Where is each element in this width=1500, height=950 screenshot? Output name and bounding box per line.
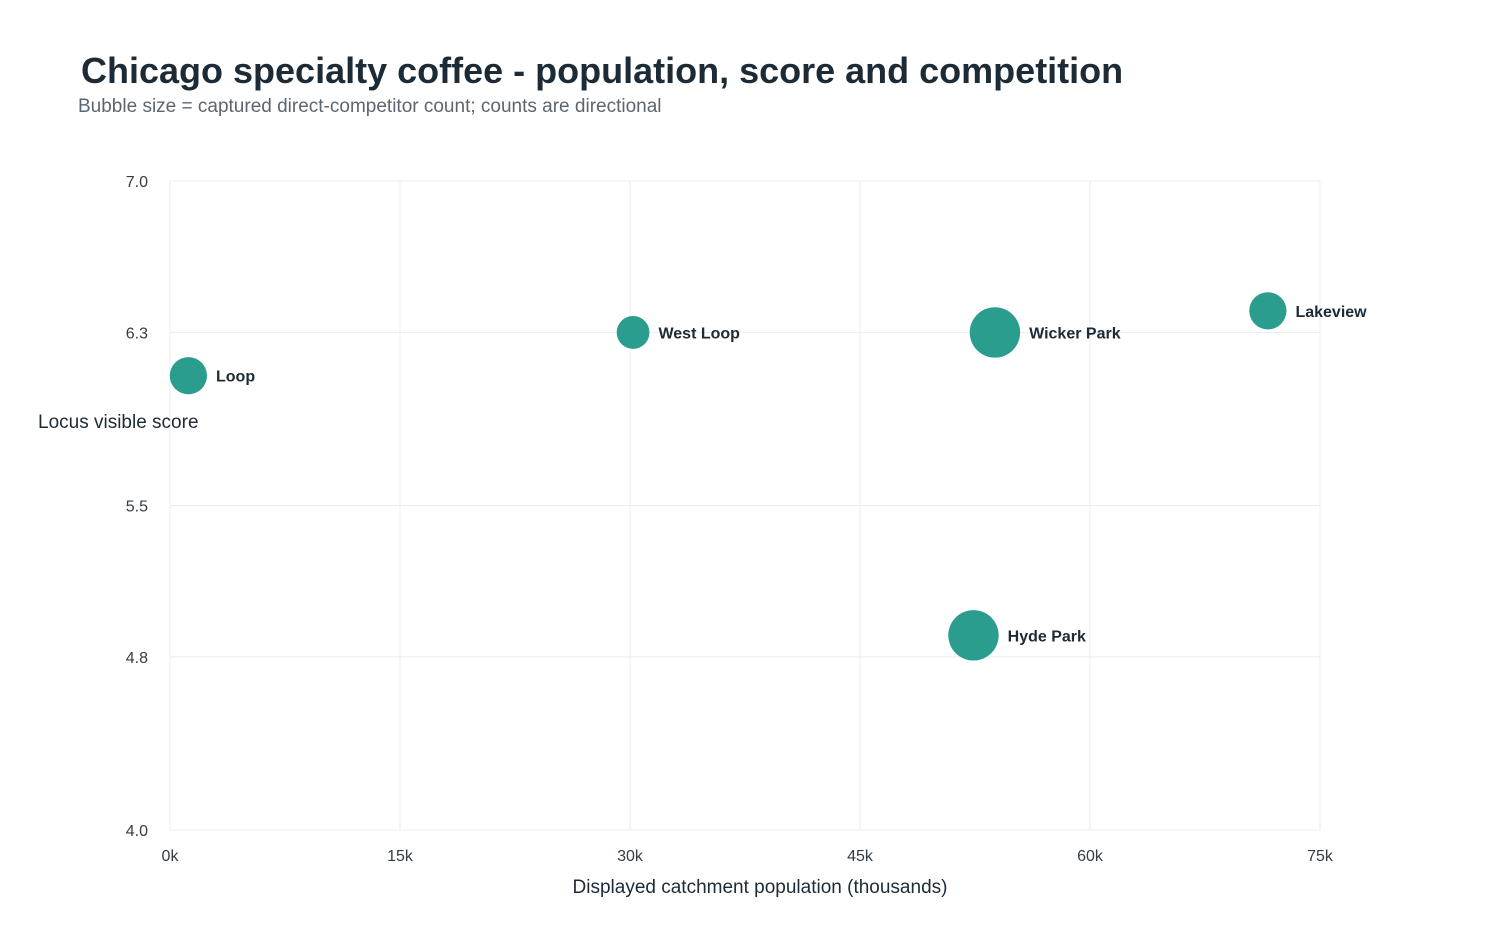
x-tick-label: 30k <box>617 848 644 865</box>
y-tick-label: 6.3 <box>126 325 148 342</box>
tick-labels: 0k 15k 30k 45k 60k 75k 4.0 4.8 5.5 6.3 7.0 <box>126 174 1334 865</box>
x-axis-label: Displayed catchment population (thousand… <box>573 877 948 898</box>
point-label: West Loop <box>658 325 740 342</box>
bubble-point <box>1249 292 1287 330</box>
x-tick-label: 0k <box>162 848 180 865</box>
y-tick-label: 5.5 <box>126 499 148 516</box>
grid <box>169 180 1321 831</box>
y-axis-label: Locus visible score <box>38 412 199 433</box>
point-label: Wicker Park <box>1029 325 1121 342</box>
chart-title: Chicago specialty coffee - population, s… <box>81 50 1124 91</box>
y-tick-label: 7.0 <box>126 174 148 191</box>
x-tick-label: 45k <box>847 848 874 865</box>
x-tick-label: 60k <box>1077 848 1104 865</box>
point-label: Loop <box>216 369 255 386</box>
y-tick-label: 4.8 <box>126 650 148 667</box>
x-tick-label: 15k <box>387 848 414 865</box>
point-label: Hyde Park <box>1008 628 1086 645</box>
point-label: Lakeview <box>1295 304 1367 321</box>
bubble-point <box>169 357 207 395</box>
bubble-point <box>948 610 999 661</box>
chart-subtitle: Bubble size = captured direct-competitor… <box>78 96 662 117</box>
x-tick-label: 75k <box>1307 848 1334 865</box>
bubble-point <box>616 316 650 349</box>
y-tick-label: 4.0 <box>126 823 148 840</box>
bubble-point <box>969 307 1021 358</box>
bubbles: Loop West Loop Wicker Park Lakeview Hyde Par… <box>169 292 1367 661</box>
